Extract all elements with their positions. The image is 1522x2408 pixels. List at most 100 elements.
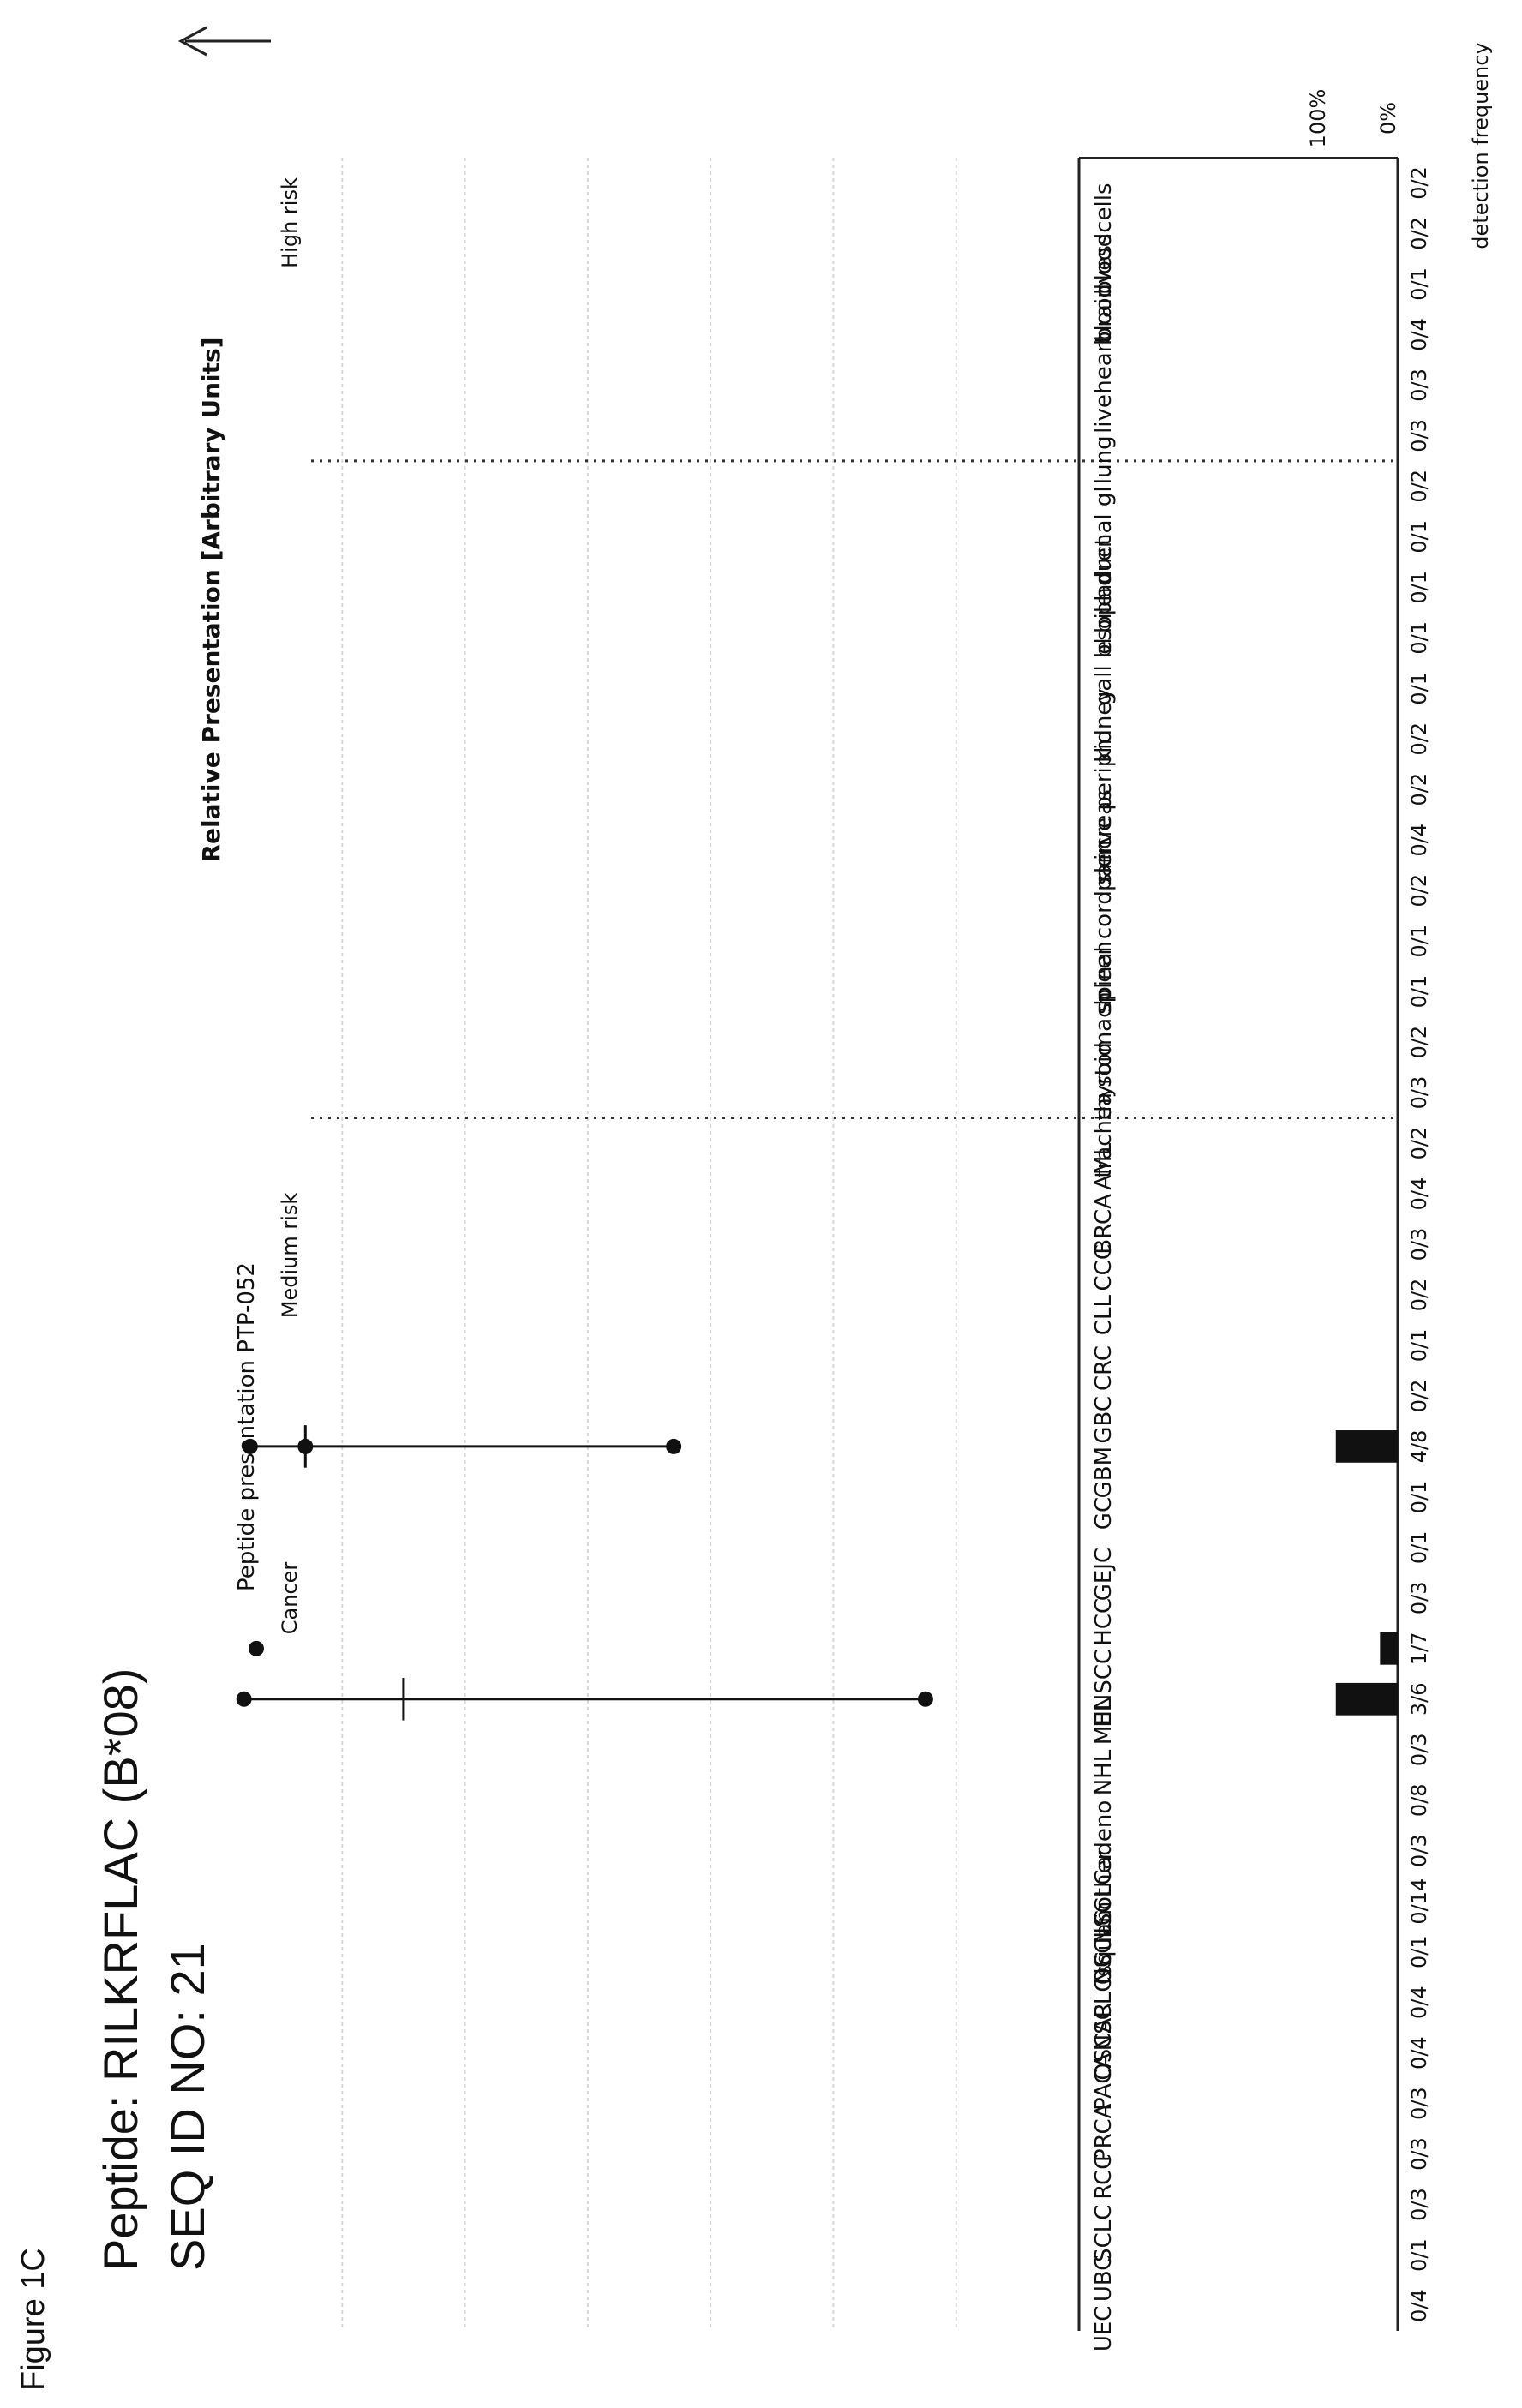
detection-label: 0/1 [1407,571,1431,604]
detection-bar [1335,1682,1398,1716]
tick-label: stomach [1091,991,1117,1087]
tick-label: bile duct [1091,536,1117,633]
tick-label: thyroid [1091,1042,1117,1121]
detection-bar [1380,1632,1398,1665]
detection-label: 0/4 [1407,2036,1431,2070]
detection-label: 0/2 [1407,773,1431,806]
tick-label: liver [1091,385,1117,434]
tick-label: bloodcells [1091,183,1117,294]
tick-label: HCC [1091,1598,1117,1646]
tick-label: trachea [1091,1093,1117,1178]
detection-label: 0/3 [1407,2137,1431,2171]
detection-label: 0/8 [1407,1783,1431,1817]
detection-label: 0/2 [1407,1380,1431,1413]
detection-label: 0/4 [1407,2289,1431,2322]
tick-label: OC [1091,1952,1117,1986]
detection-axis-bottom-label: 0% [1376,102,1400,135]
data-point [666,1438,682,1454]
detection-label: 0/1 [1407,1481,1431,1514]
detection-label: 4/8 [1407,1430,1431,1464]
tick-label: heart [1091,334,1117,393]
y-axis-label: Relative Presentation [Arbitrary Units] [197,337,225,862]
tick-label: CLL [1091,1294,1117,1335]
data-point [248,1640,264,1656]
tick-label: NSCLCsquam [1091,1902,1117,2052]
data-point [917,1691,933,1707]
tick-label: GC [1091,1497,1117,1530]
detection-label: 0/1 [1407,2238,1431,2272]
detection-label: 0/3 [1407,1582,1431,1615]
tick-label: NSCLCadeno [1091,1800,1117,1944]
detection-label: 0/4 [1407,1986,1431,2019]
tick-label: UEC [1091,2306,1117,2352]
tick-label: HNSCC [1091,1649,1117,1728]
detection-label: 0/3 [1407,1834,1431,1867]
value-axis-arrow-head [177,26,207,57]
data-point [242,1438,258,1454]
detection-label: 0/3 [1407,2087,1431,2120]
detection-label: 0/14 [1407,1878,1431,1925]
detection-bar [1335,1430,1398,1463]
data-point [236,1691,252,1707]
tick-label: CCC [1091,1244,1117,1291]
detection-label: 0/1 [1407,1329,1431,1363]
detection-label: 0/1 [1407,672,1431,705]
detection-label: 1/7 [1407,1632,1431,1666]
tick-label: gall bl [1091,638,1117,705]
figure-label: Figure 1C [15,2248,51,2391]
tick-label: NSCLCother [1091,1850,1117,1984]
detection-axis-title: detection frequency [1469,42,1493,249]
group-label: Cancer [278,1562,302,1635]
tick-label: RCC [1091,2154,1117,2200]
tick-label: pancreas [1091,789,1117,891]
box-mel [236,1678,933,1721]
tick-label: adrenal gl [1091,486,1117,597]
detection-label: 0/3 [1407,368,1431,402]
tick-label: skin [1091,840,1117,884]
tick-label: UBC [1091,2255,1117,2303]
detection-label: 0/1 [1407,267,1431,301]
detection-label: 0/2 [1407,1279,1431,1312]
tick-label: NHL [1091,1749,1117,1795]
detection-label: 0/3 [1407,1733,1431,1766]
detection-label: 0/4 [1407,824,1431,857]
detection-axis-top-label: 100% [1306,89,1330,148]
tick-label: GEJC [1091,1548,1117,1601]
chart-title: Peptide presentation PTP-052 [234,1262,260,1591]
tick-label: OSCAR [1091,2003,1117,2081]
tick-label: spleen [1091,941,1117,1015]
detection-label: 0/1 [1407,520,1431,554]
detection-label: 0/2 [1407,722,1431,756]
seq-id-title: SEQ ID NO: 21 [160,1943,214,2271]
tick-label: esoph [1091,587,1117,654]
tick-label: SCLC [1091,2205,1117,2262]
tick-label: nerve periph [1091,739,1117,881]
detection-label: 0/4 [1407,318,1431,351]
detection-label: 0/3 [1407,1228,1431,1261]
tick-label: PRCA [1091,2103,1117,2162]
tick-label: AML [1091,1143,1117,1190]
tick-label: lung [1091,435,1117,484]
data-point [297,1438,314,1454]
tick-label: spinal cord [1091,890,1117,1012]
tick-label: MEL [1091,1698,1117,1745]
tick-label: BRCA [1091,1194,1117,1255]
peptide-title: Peptide: RILKRFLAC (B*08) [93,1668,147,2271]
group-label: High risk [278,177,302,268]
detection-label: 0/1 [1407,621,1431,655]
detection-label: 0/2 [1407,166,1431,200]
tick-label: PACA [1091,2052,1117,2110]
tick-label: GBC [1091,1396,1117,1444]
detection-label: 0/2 [1407,217,1431,250]
group-label: Medium risk [278,1193,302,1319]
detection-label: 0/3 [1407,419,1431,452]
tick-label: CRC [1091,1345,1117,1391]
detection-label: 0/4 [1407,1177,1431,1211]
detection-label: 0/2 [1407,1127,1431,1160]
detection-label: 0/2 [1407,874,1431,907]
detection-label: 0/1 [1407,975,1431,1009]
detection-label: 0/2 [1407,1026,1431,1059]
box-hnscc [248,1640,264,1656]
